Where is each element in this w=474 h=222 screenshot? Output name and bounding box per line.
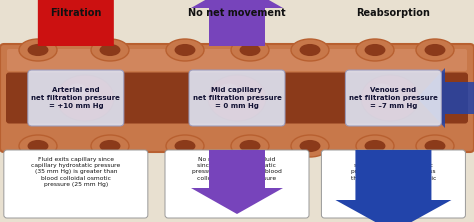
Ellipse shape	[239, 140, 260, 152]
Ellipse shape	[365, 140, 385, 152]
Ellipse shape	[231, 39, 269, 61]
Ellipse shape	[174, 140, 195, 152]
Text: Filtration: Filtration	[50, 8, 101, 18]
FancyBboxPatch shape	[165, 150, 309, 218]
Ellipse shape	[73, 88, 97, 108]
Ellipse shape	[56, 75, 114, 121]
Ellipse shape	[208, 75, 266, 121]
Ellipse shape	[100, 140, 120, 152]
FancyBboxPatch shape	[346, 70, 441, 126]
Ellipse shape	[373, 83, 391, 96]
FancyBboxPatch shape	[321, 150, 465, 218]
Text: Arterial end
net filtration pressure
= +10 mm Hg: Arterial end net filtration pressure = +…	[31, 87, 120, 109]
Ellipse shape	[19, 39, 57, 61]
Ellipse shape	[166, 135, 204, 157]
Ellipse shape	[356, 39, 394, 61]
Ellipse shape	[91, 39, 129, 61]
Ellipse shape	[416, 39, 454, 61]
Ellipse shape	[365, 44, 385, 56]
Ellipse shape	[300, 44, 320, 56]
Ellipse shape	[19, 135, 57, 157]
FancyBboxPatch shape	[28, 70, 124, 126]
Ellipse shape	[416, 135, 454, 157]
Ellipse shape	[220, 83, 238, 96]
FancyBboxPatch shape	[0, 44, 474, 152]
Ellipse shape	[166, 39, 204, 61]
Text: No net movement of fluid
since capillary hydrostatic
pressure (25 mm Hg) = blood: No net movement of fluid since capillary…	[192, 157, 282, 187]
Polygon shape	[336, 150, 451, 222]
Text: Fluid re-enters capillary
since capillary hydrostatic
pressure (18 mm Hg) is les: Fluid re-enters capillary since capillar…	[351, 157, 436, 187]
Ellipse shape	[378, 88, 402, 108]
Ellipse shape	[27, 44, 48, 56]
Ellipse shape	[100, 44, 120, 56]
Polygon shape	[191, 0, 283, 46]
Text: Mid capillary
net filtration pressure
= 0 mm Hg: Mid capillary net filtration pressure = …	[192, 87, 282, 109]
FancyBboxPatch shape	[7, 49, 467, 71]
Ellipse shape	[291, 135, 329, 157]
Text: Venous end
net filtration pressure
= –7 mm Hg: Venous end net filtration pressure = –7 …	[349, 87, 438, 109]
Text: No net movement: No net movement	[188, 8, 286, 18]
Ellipse shape	[425, 44, 446, 56]
FancyBboxPatch shape	[6, 73, 468, 123]
FancyBboxPatch shape	[4, 150, 148, 218]
Text: Fluid exits capillary since
capillary hydrostatic pressure
(35 mm Hg) is greater: Fluid exits capillary since capillary hy…	[31, 157, 120, 187]
Text: Reabsorption: Reabsorption	[356, 8, 430, 18]
Polygon shape	[191, 150, 283, 214]
Ellipse shape	[91, 135, 129, 157]
Polygon shape	[18, 0, 134, 46]
Ellipse shape	[356, 135, 394, 157]
Ellipse shape	[231, 135, 269, 157]
Ellipse shape	[239, 44, 260, 56]
Ellipse shape	[300, 140, 320, 152]
Polygon shape	[417, 68, 474, 128]
Ellipse shape	[225, 88, 249, 108]
Ellipse shape	[27, 140, 48, 152]
Ellipse shape	[425, 140, 446, 152]
Ellipse shape	[361, 75, 419, 121]
Ellipse shape	[174, 44, 195, 56]
Ellipse shape	[291, 39, 329, 61]
FancyBboxPatch shape	[189, 70, 285, 126]
Ellipse shape	[68, 83, 86, 96]
